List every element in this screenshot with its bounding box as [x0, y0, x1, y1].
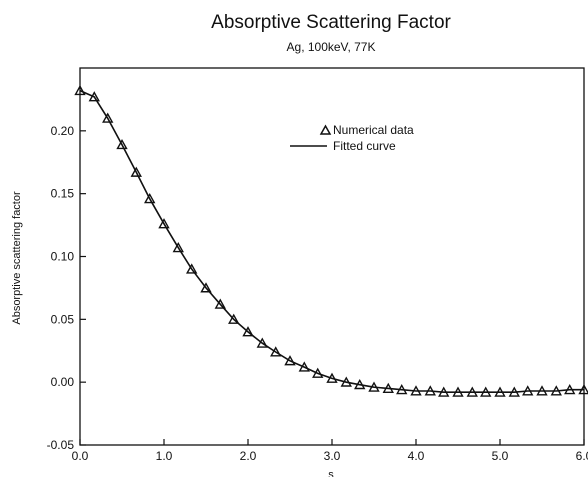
chart-subtitle: Ag, 100keV, 77K [287, 40, 376, 54]
data-point-marker [438, 386, 450, 397]
x-tick-label: 5.0 [492, 449, 509, 463]
data-point-marker [242, 326, 254, 337]
data-point-marker [550, 385, 562, 396]
chart-title: Absorptive Scattering Factor [211, 12, 451, 33]
data-point-marker [102, 112, 114, 123]
y-axis: 0.20 0.15 0.10 0.05 0.00 -0.05 [47, 124, 86, 452]
data-point-marker [536, 385, 548, 396]
data-point-marker [480, 386, 492, 397]
data-point-marker [228, 313, 240, 324]
x-tick-label: 4.0 [408, 449, 425, 463]
y-axis-label: Absorptive scattering factor [11, 191, 23, 325]
data-point-marker [284, 355, 296, 366]
data-point-marker [396, 383, 408, 395]
data-point-marker [88, 91, 100, 102]
x-tick-label: 0.0 [72, 449, 89, 463]
data-point-marker [354, 378, 366, 390]
x-tick-label: 1.0 [156, 449, 173, 463]
data-point-marker [158, 218, 170, 229]
data-point-marker [424, 385, 436, 396]
numerical-data-markers [74, 84, 588, 397]
y-tick-label: -0.05 [47, 438, 75, 452]
fitted-curve-line [79, 89, 584, 393]
data-point-marker [74, 84, 86, 96]
data-point-marker [144, 192, 156, 204]
data-point-marker [200, 282, 212, 293]
y-tick-label: 0.05 [51, 312, 75, 326]
data-point-marker [312, 367, 324, 378]
data-point-marker [368, 381, 380, 392]
data-point-marker [410, 385, 422, 396]
data-point-marker [522, 385, 534, 396]
data-point-marker [172, 241, 184, 253]
data-point-marker [130, 166, 142, 177]
data-point-marker [270, 346, 282, 357]
x-tick-label: 6.0 [576, 449, 588, 463]
x-axis-label: s [328, 469, 334, 477]
data-point-marker [452, 386, 464, 397]
data-point-marker [256, 337, 268, 348]
x-axis: 0.0 1.0 2.0 3.0 4.0 5.0 6.0 [72, 439, 588, 463]
data-point-marker [214, 298, 226, 309]
data-point-marker [326, 372, 338, 383]
data-point-marker [116, 138, 128, 150]
plot-area-frame [79, 67, 585, 446]
y-tick-label: 0.10 [51, 250, 75, 264]
y-tick-label: 0.15 [51, 187, 75, 201]
data-point-marker [564, 383, 576, 395]
data-point-marker [466, 386, 478, 397]
data-point-marker [578, 383, 588, 395]
x-tick-label: 3.0 [324, 449, 341, 463]
data-point-marker [298, 361, 310, 372]
data-point-marker [340, 376, 352, 387]
legend-label-fitted-curve: Fitted curve [333, 139, 396, 153]
data-point-marker [508, 386, 520, 397]
x-tick-label: 2.0 [240, 449, 257, 463]
data-point-marker [382, 382, 394, 393]
data-point-marker [186, 263, 198, 274]
data-point-marker [494, 386, 506, 397]
legend-label-numerical-data: Numerical data [333, 123, 414, 137]
legend-triangle-marker [319, 124, 332, 135]
legend: Numerical data Fitted curve [290, 123, 414, 153]
y-tick-label: 0.20 [51, 124, 75, 138]
y-tick-label: 0.00 [51, 375, 75, 389]
